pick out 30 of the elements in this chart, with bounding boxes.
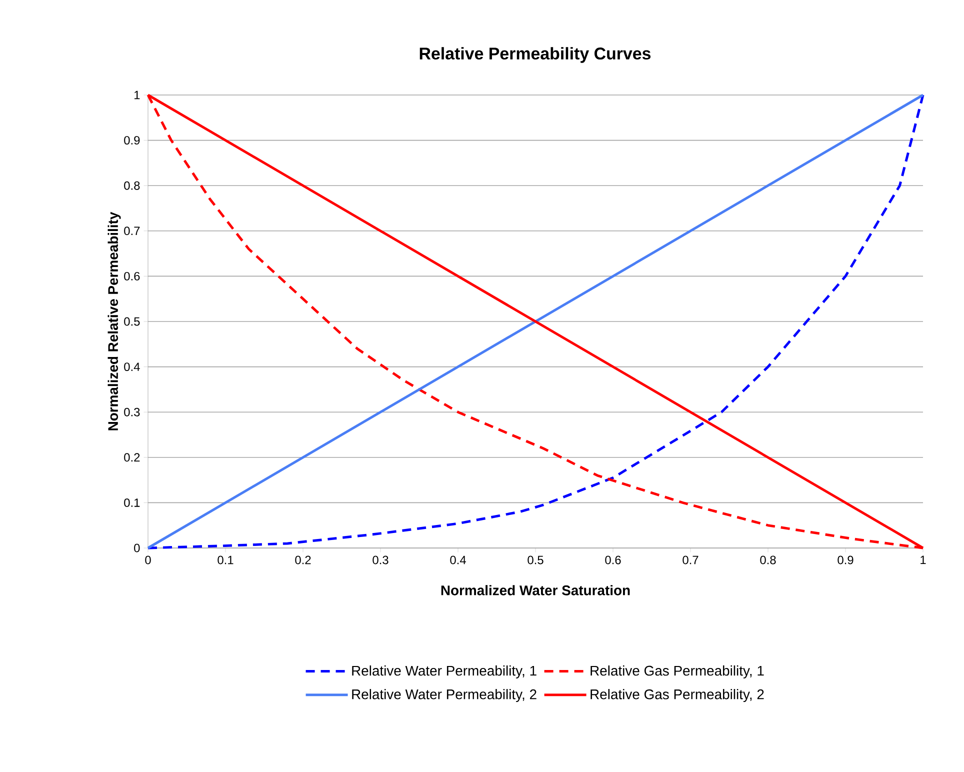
x-tick-label: 0.6 — [605, 556, 621, 564]
y-tick-label: 0.8 — [124, 181, 140, 190]
legend-label: Relative Gas Permeability, 2 — [590, 689, 764, 702]
x-tick-label: 0 — [145, 556, 151, 564]
x-tick-label: 0.9 — [838, 556, 854, 564]
y-tick-label: 0.7 — [124, 226, 140, 236]
y-axis-title: Normalized Relative Permeability — [108, 212, 121, 430]
y-tick-label: 0.4 — [124, 362, 140, 372]
x-tick-label: 0.8 — [760, 556, 776, 564]
y-tick-label: 0.3 — [124, 408, 140, 416]
x-tick-label: 0.2 — [295, 556, 311, 564]
y-tick-label: 0 — [134, 544, 140, 552]
y-tick-label: 0.9 — [124, 136, 140, 145]
line-series — [146, 94, 924, 550]
x-tick-label: 0.1 — [218, 556, 234, 564]
y-tick-label: 1 — [134, 90, 140, 100]
chart-title: Relative Permeability Curves — [420, 47, 651, 63]
legend-label: Relative Water Permeability, 2 — [352, 689, 536, 702]
x-tick-label: 0.3 — [372, 556, 388, 564]
y-tick-label: 0.6 — [124, 272, 140, 280]
x-axis-title: Normalized Water Saturation — [441, 585, 630, 596]
x-tick-label: 0.7 — [682, 556, 698, 564]
y-tick-label: 0.1 — [124, 498, 140, 507]
legend-label: Relative Gas Permeability, 1 — [590, 665, 764, 678]
y-tick-label: 0.2 — [124, 453, 140, 462]
x-tick-label: 0.5 — [528, 556, 544, 564]
x-tick-label: 1 — [920, 556, 926, 564]
legend-label: Relative Water Permeability, 1 — [352, 665, 536, 678]
x-tick-label: 0.4 — [450, 556, 466, 564]
y-tick-label: 0.5 — [124, 317, 140, 326]
